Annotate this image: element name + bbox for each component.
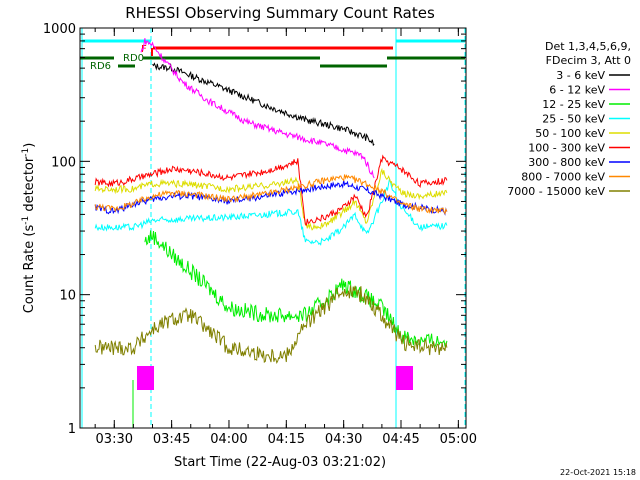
x-tick-label-5: 04:45 <box>382 432 419 447</box>
x-tick-label-0: 03:30 <box>96 432 133 447</box>
legend-label-7: 800 - 7000 keV <box>521 171 605 184</box>
y-label-sup-2: -1 <box>21 148 31 157</box>
y-tick-label-2: 100 <box>51 155 76 170</box>
series-line-2 <box>144 230 448 349</box>
series-line-1 <box>140 38 375 179</box>
flag-label-rd0: RD0 <box>123 53 144 64</box>
legend-label-2: 12 - 25 keV <box>542 98 605 111</box>
y-label-sup-1: -1 <box>21 216 31 225</box>
legend-label-4: 50 - 100 keV <box>535 127 605 140</box>
series-line-3 <box>94 176 448 246</box>
y-tick-label-1: 10 <box>59 289 76 304</box>
series-line-5 <box>94 154 448 227</box>
y-label-part-3: ) <box>22 143 37 148</box>
magenta-block-right <box>396 366 413 390</box>
legend-label-6: 300 - 800 keV <box>528 156 605 169</box>
legend-label-5: 100 - 300 keV <box>528 142 605 155</box>
legend: Det 1,3,4,5,6,9, FDecim 3, Att 0 3 - 6 k… <box>507 40 631 198</box>
x-tick-label-1: 03:45 <box>153 432 190 447</box>
plot-series <box>94 38 448 365</box>
series-line-8 <box>94 285 448 365</box>
magenta-block-left <box>137 366 154 390</box>
series-line-4 <box>94 167 448 231</box>
series-line-7 <box>94 174 448 215</box>
y-tick-label-3: 1000 <box>43 22 76 37</box>
y-axis-label: Count Rate (s-1 detector-1) <box>21 143 37 314</box>
x-tick-label-3: 04:15 <box>268 432 305 447</box>
x-tick-label-6: 05:00 <box>440 432 477 447</box>
attenuator-bands <box>81 28 466 428</box>
legend-header-line-2: FDecim 3, Att 0 <box>546 54 631 67</box>
y-tick-label-0: 1 <box>68 422 76 437</box>
legend-label-8: 7000 - 15000 keV <box>507 185 605 198</box>
series-line-6 <box>94 180 448 216</box>
flag-label-rd6: RD6 <box>90 61 111 72</box>
y-label-part-1: Count Rate (s <box>22 225 37 314</box>
plot-frame <box>79 27 467 429</box>
x-tick-label-2: 04:00 <box>210 432 247 447</box>
y-label-part-2: detector <box>22 156 37 216</box>
legend-label-0: 3 - 6 keV <box>556 69 605 82</box>
flag-bars: F RD0 RD6 <box>80 44 465 72</box>
axis-ticks: 03:30 03:45 04:00 04:15 04:30 04:45 05:00 1 10 10… <box>43 22 477 447</box>
x-axis-label: Start Time (22-Aug-03 03:21:02) <box>174 455 386 470</box>
legend-label-3: 25 - 50 keV <box>542 113 605 126</box>
chart-title: RHESSI Observing Summary Count Rates <box>125 4 435 22</box>
flag-label-f: F <box>141 44 147 55</box>
x-tick-label-4: 04:30 <box>325 432 362 447</box>
legend-label-1: 6 - 12 keV <box>549 84 605 97</box>
timestamp: 22-Oct-2021 15:18 <box>560 468 636 477</box>
legend-header-line-1: Det 1,3,4,5,6,9, <box>545 40 631 53</box>
series-line-0 <box>152 62 375 147</box>
